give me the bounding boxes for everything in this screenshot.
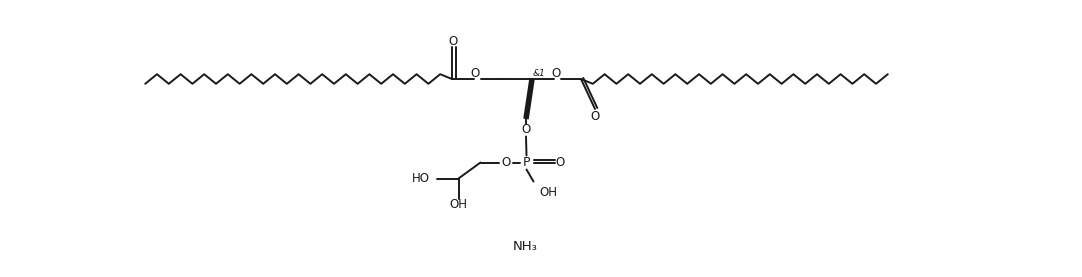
Text: OH: OH [540, 186, 557, 199]
Text: OH: OH [449, 198, 467, 211]
Text: O: O [551, 67, 560, 80]
Text: &1: &1 [533, 69, 545, 78]
Text: O: O [448, 35, 458, 48]
Text: HO: HO [411, 172, 430, 185]
Text: NH₃: NH₃ [513, 240, 538, 253]
Text: O: O [501, 156, 510, 169]
Text: O: O [555, 156, 565, 169]
Text: P: P [523, 156, 530, 169]
Text: O: O [471, 67, 480, 80]
Text: O: O [522, 124, 530, 137]
Text: O: O [591, 109, 599, 122]
